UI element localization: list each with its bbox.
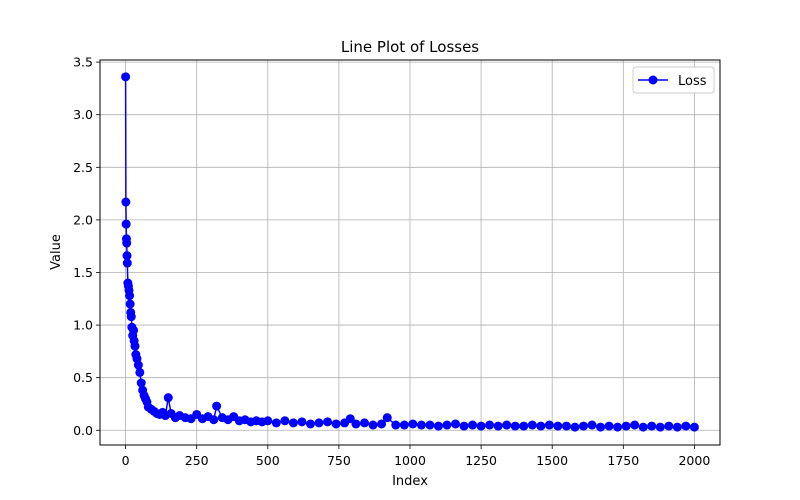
data-point: [122, 238, 132, 248]
data-point: [544, 420, 554, 430]
data-point: [360, 418, 369, 428]
data-point: [664, 421, 674, 431]
data-point: [288, 418, 298, 428]
data-point: [485, 420, 495, 430]
data-point: [527, 420, 537, 430]
data-point: [613, 422, 623, 432]
x-tick-label: 500: [256, 453, 280, 468]
data-point: [212, 401, 222, 411]
data-point: [136, 378, 146, 388]
data-point: [345, 414, 355, 424]
series-loss: [121, 72, 699, 432]
data-point: [271, 418, 281, 428]
data-point: [468, 420, 478, 430]
data-point: [122, 251, 132, 261]
data-point: [121, 197, 131, 207]
data-point: [621, 421, 631, 431]
data-point: [408, 419, 418, 429]
data-point: [163, 393, 173, 403]
data-point: [209, 415, 219, 425]
legend-marker-sample: [648, 75, 658, 85]
y-tick-label: 1.0: [73, 318, 93, 333]
data-point: [314, 418, 324, 428]
data-point: [133, 360, 143, 370]
y-tick-label: 3.5: [73, 55, 93, 70]
data-point: [377, 419, 387, 429]
data-point: [126, 312, 136, 322]
data-point: [630, 420, 640, 430]
x-tick-label: 1000: [394, 453, 426, 468]
legend: Loss: [632, 66, 715, 94]
legend-label: Loss: [678, 74, 707, 89]
data-point: [638, 422, 648, 432]
data-point: [331, 419, 341, 429]
data-point: [587, 420, 597, 430]
series-layer: [121, 72, 699, 432]
data-point: [502, 420, 512, 430]
x-tick-label: 250: [185, 453, 209, 468]
data-point: [125, 299, 135, 309]
data-point: [476, 421, 486, 431]
data-point: [125, 291, 135, 301]
data-point: [399, 420, 409, 430]
y-tick-label: 0.5: [73, 370, 93, 385]
data-point: [121, 72, 131, 82]
x-axis-title: Index: [392, 474, 428, 489]
ticks-layer: 0 250 500 750 1000 1250 1500 1750 2000 0.0 0.5 1.0 1…: [73, 55, 710, 468]
data-point: [570, 422, 580, 432]
data-point: [305, 419, 315, 429]
data-point: [442, 420, 452, 430]
x-tick-label: 0: [122, 453, 130, 468]
data-point: [297, 417, 307, 427]
data-point: [655, 422, 665, 432]
data-point: [604, 421, 614, 431]
data-point: [130, 341, 140, 351]
data-point: [519, 421, 529, 431]
x-tick-label: 2000: [678, 453, 710, 468]
data-point: [121, 219, 131, 229]
y-tick-label: 1.5: [73, 265, 93, 280]
x-tick-label: 750: [327, 453, 351, 468]
data-point: [510, 421, 520, 431]
data-point: [459, 421, 469, 431]
data-point: [536, 421, 546, 431]
data-point: [351, 419, 361, 429]
data-point: [391, 420, 401, 430]
data-point: [416, 420, 426, 430]
data-point: [135, 367, 145, 377]
y-tick-label: 2.0: [73, 212, 93, 227]
legend-box: [632, 66, 715, 94]
x-tick-label: 1750: [607, 453, 639, 468]
data-point: [647, 421, 657, 431]
x-tick-label: 1250: [465, 453, 497, 468]
data-point: [433, 421, 443, 431]
y-axis-title: Value: [49, 234, 64, 270]
data-point: [280, 416, 290, 426]
data-point: [129, 325, 139, 335]
data-point: [596, 422, 606, 432]
y-tick-label: 0.0: [73, 423, 93, 438]
data-point: [368, 420, 378, 430]
data-point: [122, 258, 132, 268]
data-point: [561, 421, 571, 431]
data-point: [425, 420, 435, 430]
data-point: [493, 421, 503, 431]
data-point: [263, 416, 273, 426]
data-point: [672, 422, 682, 432]
chart-title: Line Plot of Losses: [341, 38, 479, 56]
data-point: [681, 421, 691, 431]
y-tick-label: 3.0: [73, 107, 93, 122]
y-tick-label: 2.5: [73, 160, 93, 175]
data-point: [382, 413, 392, 423]
data-point: [553, 421, 563, 431]
data-point: [689, 422, 699, 432]
data-point: [323, 417, 333, 427]
x-tick-label: 1500: [536, 453, 568, 468]
data-point: [451, 419, 460, 429]
data-point: [578, 421, 588, 431]
